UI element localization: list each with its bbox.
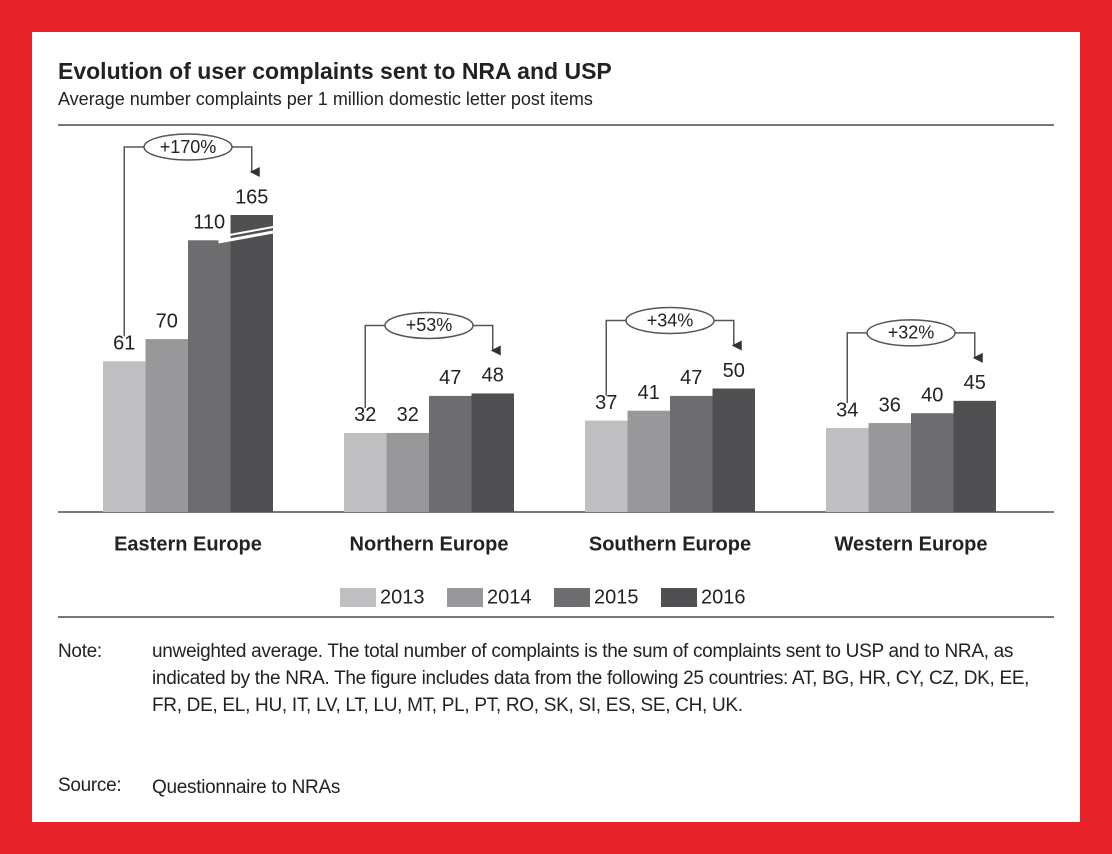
data-label: 36	[879, 394, 901, 416]
data-label: 47	[680, 367, 702, 389]
legend-label: 2013	[380, 586, 425, 608]
x-tick-label: Northern Europe	[350, 533, 509, 555]
annotation-badge	[625, 306, 715, 335]
x-tick-label: Southern Europe	[589, 533, 751, 555]
data-label: 45	[964, 372, 986, 394]
annotation-badge	[384, 311, 474, 340]
data-label: 110	[193, 212, 225, 234]
data-label: 34	[836, 399, 858, 421]
legend-swatch	[447, 588, 483, 607]
data-label: 48	[482, 365, 504, 387]
legend-swatch	[661, 588, 697, 607]
x-tick-label: Western Europe	[835, 533, 988, 555]
legend-label: 2014	[487, 586, 532, 608]
bar	[429, 395, 472, 512]
annotation: +32%	[888, 323, 935, 343]
annotation-badge	[143, 133, 233, 161]
annotation: +170%	[160, 137, 217, 157]
axis-break	[218, 230, 274, 244]
bar	[670, 395, 713, 512]
data-label: 32	[397, 404, 419, 426]
legend-swatch	[554, 588, 590, 607]
data-label: 61	[113, 333, 135, 355]
data-label: 32	[354, 404, 376, 426]
data-label: 40	[921, 384, 943, 406]
bar	[868, 423, 911, 512]
bar	[471, 393, 514, 512]
axis-break	[218, 226, 274, 238]
bar	[627, 410, 670, 512]
bar	[585, 420, 628, 512]
legend-label: 2016	[701, 586, 746, 608]
bar	[230, 215, 273, 512]
bar	[953, 400, 996, 512]
annotation: +34%	[647, 310, 694, 330]
bar	[145, 339, 188, 512]
source-label: Source:	[58, 775, 122, 796]
note-label: Note:	[58, 641, 102, 662]
bar	[344, 432, 387, 512]
data-label: 70	[156, 310, 178, 332]
annotation-badge	[866, 319, 956, 347]
bar	[386, 432, 429, 512]
chart-subtitle: Average number complaints per 1 million …	[58, 89, 593, 109]
x-tick-label: Eastern Europe	[114, 533, 262, 555]
data-label: 165	[235, 186, 268, 208]
chart-title: Evolution of user complaints sent to NRA…	[58, 58, 612, 84]
bar	[712, 388, 755, 512]
bar	[103, 361, 146, 512]
data-label: 47	[439, 367, 461, 389]
legend-swatch	[340, 588, 376, 607]
bar	[188, 240, 231, 513]
bar	[911, 413, 954, 512]
legend-label: 2015	[594, 586, 639, 608]
data-label: 50	[723, 360, 745, 382]
data-label: 41	[638, 382, 660, 404]
source-text: Questionnaire to NRAs	[152, 777, 341, 798]
data-label: 37	[595, 392, 617, 414]
annotation: +53%	[406, 315, 453, 335]
bar	[826, 428, 869, 512]
note-text: unweighted average. The total number of …	[152, 641, 1030, 716]
